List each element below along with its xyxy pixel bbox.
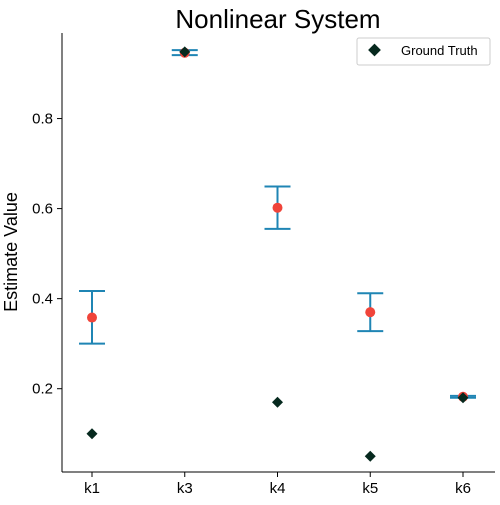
ground-truth-point-k1 xyxy=(86,428,98,440)
x-tick-label-k1: k1 xyxy=(84,480,100,497)
y-tick-label: 0.6 xyxy=(32,201,53,218)
x-tick-label-k3: k3 xyxy=(177,480,193,497)
legend-box xyxy=(356,37,491,66)
x-tick-label-k6: k6 xyxy=(455,480,471,497)
ground-truth-point-k3 xyxy=(179,46,191,58)
y-ticks: 0.2 0.4 0.6 0.8 xyxy=(32,111,62,398)
ground-truth-point-k4 xyxy=(272,396,283,408)
x-ticks: k1 k3 k4 k5 k6 xyxy=(84,472,471,497)
estimate-point-k4 xyxy=(272,202,283,213)
legend: Ground Truth xyxy=(356,37,491,66)
y-tick-label: 0.8 xyxy=(32,111,53,128)
legend-diamond-marker xyxy=(368,43,381,57)
x-tick-label-k5: k5 xyxy=(362,480,378,497)
estimate-point-k1 xyxy=(87,312,97,323)
chart-title: Nonlinear System xyxy=(175,4,380,34)
x-tick-label-k4: k4 xyxy=(270,480,286,497)
ground-truth-point-k6 xyxy=(457,392,469,404)
y-tick-label: 0.2 xyxy=(32,381,53,398)
legend-entry-ground-truth: Ground Truth xyxy=(401,43,478,58)
marks xyxy=(79,46,476,462)
y-tick-label: 0.4 xyxy=(32,291,53,308)
y-axis-label: Estimate Value xyxy=(1,192,21,312)
ground-truth-point-k5 xyxy=(364,450,376,462)
estimate-point-k5 xyxy=(365,307,376,318)
